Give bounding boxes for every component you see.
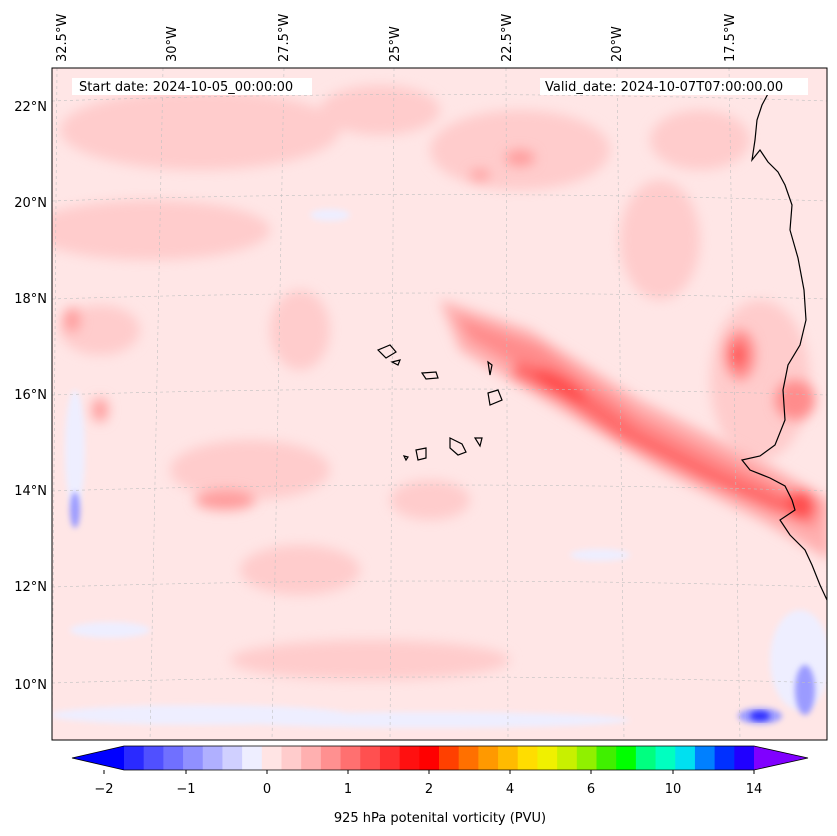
lat-label-22n: 22°N [14,100,47,115]
cbar-tick-label: 4 [506,782,514,797]
africa-coastline [740,89,827,601]
lat-label-20n: 20°N [14,196,47,211]
colorbar-swatch [478,746,499,770]
colorbar-swatch [143,746,164,770]
map-area [52,68,827,740]
cbar-tick-label: −2 [94,782,113,797]
map-frame [51,67,828,741]
cape-verde-islands [376,344,503,462]
colorbar-swatch [675,746,696,770]
colorbar-swatch [222,746,243,770]
cbar-tick-label: −1 [176,782,195,797]
cbar-tick-label: 1 [344,782,352,797]
colorbar-swatch [124,746,145,770]
colorbar-swatch [458,746,479,770]
colorbar-swatch [261,746,282,770]
colorbar-outline [71,745,809,771]
lat-label-18n: 18°N [14,292,47,307]
colorbar-swatch [340,746,361,770]
colorbar-swatch [734,746,755,770]
colorbar-swatch [576,746,597,770]
valid-date-label: Valid_date: 2024-10-07T07:00:00.00 [545,80,783,95]
colorbar-swatch [281,746,302,770]
cbar-tick-label: 10 [665,782,682,797]
lat-label-12n: 12°N [14,580,47,595]
colorbar-swatch [655,746,676,770]
lat-label-16n: 16°N [14,388,47,403]
lon-label-27-5w: 27.5°W [277,14,292,62]
colorbar-swatch [714,746,735,770]
colorbar-swatch [202,746,223,770]
lon-label-25w: 25°W [388,26,403,62]
colorbar-swatch [537,746,558,770]
colorbar-swatch [517,746,538,770]
cbar-tick-label: 6 [587,782,595,797]
negative-pv-patches [52,209,827,728]
colorbar-swatch [379,746,401,770]
colorbar-swatch [596,746,617,770]
colorbar-swatch [419,746,440,770]
colorbar-swatch [301,746,322,770]
colorbar-swatch [360,746,381,770]
colorbar-swatch [320,746,342,770]
colorbar-swatch [242,746,263,770]
colorbar-swatch [439,746,460,770]
pv-light-areas [52,85,810,680]
negative-pv-min [750,711,770,721]
start-date-box [72,78,312,95]
cbar-tick-label: 2 [425,782,433,797]
lat-label-14n: 14°N [14,484,47,499]
colorbar-swatch [498,746,519,770]
colorbar [71,745,809,774]
cbar-tick-label: 0 [263,782,271,797]
colorbar-swatch [635,746,657,770]
colorbar-min-arrow [72,746,124,770]
start-date-label: Start date: 2024-10-05_00:00:00 [79,80,293,95]
colorbar-swatch [183,746,204,770]
colorbar-swatch [557,746,578,770]
lon-label-22-5w: 22.5°W [500,14,515,62]
colorbar-swatch [616,746,637,770]
lon-label-32-5w: 32.5°W [55,14,70,62]
colorbar-title: 925 hPa potenital vorticity (PVU) [334,811,546,826]
pv-band [64,150,827,559]
valid-date-box [540,78,808,95]
colorbar-swatch [694,746,716,770]
lon-label-17-5w: 17.5°W [723,14,738,62]
lat-label-10n: 10°N [14,678,47,693]
colorbar-max-arrow [754,746,808,770]
graticule [52,68,827,740]
lon-label-20w: 20°W [610,26,625,62]
colorbar-swatch [163,746,184,770]
lon-label-30w: 30°W [165,26,180,62]
cbar-tick-label: 14 [746,782,763,797]
colorbar-swatch [399,746,420,770]
